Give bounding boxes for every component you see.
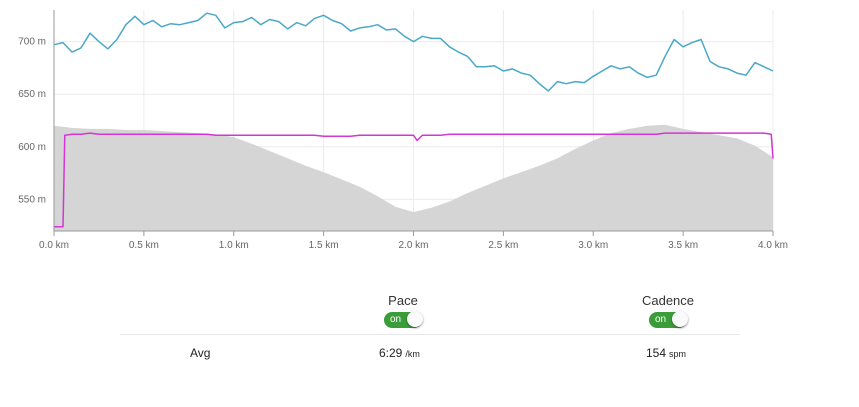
x-tick-label: 4.0 km [758,240,788,251]
avg-pace-value: 6:29 [379,346,403,360]
x-tick-label: 0.5 km [129,240,159,251]
avg-cadence-unit: spm [669,349,687,359]
line-series-0 [53,12,774,92]
avg-pace: 6:29/km [379,346,420,360]
pace-toggle-knob [407,310,423,327]
x-tick-label: 1.0 km [219,240,249,251]
x-tick-label: 2.0 km [398,240,428,251]
x-tick-label: 2.5 km [488,240,518,251]
cadence-label: Cadence [641,293,695,308]
avg-cadence-value: 154 [646,346,667,360]
stats-divider [120,334,740,335]
pace-label: Pace [388,293,418,308]
y-tick-label: 550 m [18,194,46,205]
area-series-2 [54,124,773,231]
area-series [54,124,773,231]
cadence-toggle[interactable]: on [649,310,688,328]
y-tick-label: 600 m [18,142,46,153]
x-tick-label: 3.5 km [668,240,698,251]
pace-control: Pace on [343,293,463,329]
pace-toggle-text: on [390,313,402,325]
x-tick-label: 1.5 km [309,240,339,251]
elevation-chart: 0.0 km 0.5 km 1.0 km 1.5 km 2.0 km 2.5 km 3.0 … [18,10,788,251]
cadence-toggle-text: on [655,313,667,325]
line-series-1 [54,132,774,228]
cadence-toggle-knob [672,310,688,327]
avg-cadence: 154 spm [646,346,686,360]
cadence-control: Cadence on [608,293,728,329]
y-tick-label: 700 m [18,37,46,48]
y-tick-label: 650 m [18,89,46,100]
x-tick-label: 3.0 km [578,240,608,251]
avg-pace-unit: /km [405,349,420,359]
x-tick-label: 0.0 km [39,240,69,251]
axes: 0.0 km 0.5 km 1.0 km 1.5 km 2.0 km 2.5 km 3.0 … [18,10,788,251]
line-series [53,12,774,228]
pace-toggle[interactable]: on [384,310,423,328]
avg-label: Avg [190,346,211,360]
